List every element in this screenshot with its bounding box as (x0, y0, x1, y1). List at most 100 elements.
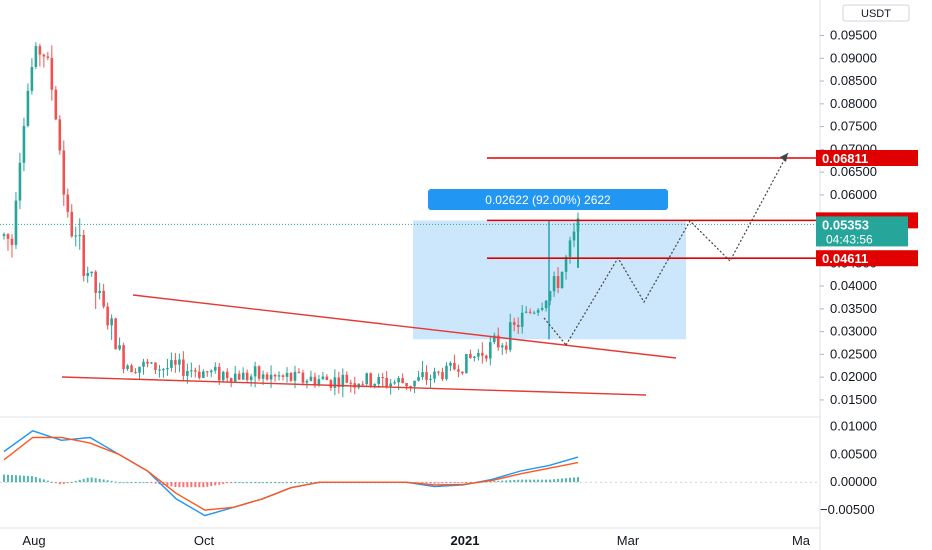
candle[interactable] (66, 188, 70, 218)
candle[interactable] (461, 371, 464, 376)
candle[interactable] (552, 271, 556, 297)
candle[interactable] (508, 313, 512, 353)
candle[interactable] (26, 83, 30, 128)
candle[interactable] (2, 232, 6, 240)
candle[interactable] (512, 317, 516, 332)
candle[interactable] (86, 266, 90, 283)
candle[interactable] (134, 368, 137, 374)
candle[interactable] (138, 366, 141, 380)
candle[interactable] (10, 234, 14, 258)
candle[interactable] (568, 236, 572, 264)
candle[interactable] (194, 367, 197, 378)
candle[interactable] (34, 42, 38, 69)
candle[interactable] (110, 314, 113, 340)
projected-path[interactable] (565, 152, 789, 346)
candle[interactable] (170, 352, 173, 372)
candle[interactable] (449, 361, 452, 371)
candle[interactable] (130, 363, 133, 373)
candle[interactable] (50, 45, 54, 101)
candle[interactable] (158, 365, 161, 378)
candle[interactable] (305, 378, 309, 389)
candle[interactable] (425, 365, 428, 386)
candle[interactable] (504, 341, 508, 354)
candle[interactable] (58, 115, 62, 155)
candle[interactable] (221, 370, 225, 383)
candle[interactable] (285, 367, 289, 383)
candle[interactable] (190, 362, 193, 378)
candle[interactable] (421, 360, 424, 380)
candle[interactable] (82, 229, 86, 282)
candle[interactable] (62, 140, 66, 206)
macd-pane[interactable] (0, 416, 820, 517)
candle[interactable] (417, 370, 420, 382)
candle[interactable] (385, 371, 388, 389)
candle[interactable] (309, 370, 313, 382)
candle[interactable] (106, 302, 109, 330)
candle[interactable] (6, 233, 10, 251)
candle[interactable] (150, 361, 153, 364)
candle[interactable] (548, 290, 552, 306)
candle[interactable] (345, 371, 349, 384)
candle[interactable] (30, 58, 34, 95)
candle[interactable] (536, 308, 540, 316)
candle[interactable] (142, 358, 145, 375)
candle[interactable] (22, 117, 26, 172)
candle[interactable] (496, 327, 500, 351)
candle[interactable] (174, 353, 177, 373)
candle[interactable] (405, 382, 408, 390)
candle[interactable] (544, 300, 548, 312)
candle[interactable] (198, 364, 201, 380)
candle[interactable] (74, 226, 78, 247)
candle[interactable] (277, 371, 281, 381)
candle[interactable] (564, 254, 568, 280)
candle[interactable] (524, 305, 528, 314)
candle[interactable] (46, 51, 50, 61)
candle[interactable] (118, 337, 121, 351)
candle[interactable] (257, 365, 261, 382)
candle[interactable] (78, 218, 82, 250)
candle[interactable] (146, 359, 149, 368)
candle[interactable] (205, 370, 209, 377)
candle[interactable] (429, 374, 432, 389)
candle[interactable] (325, 374, 329, 381)
candle[interactable] (477, 348, 480, 361)
candle[interactable] (437, 370, 440, 376)
candle[interactable] (516, 317, 520, 334)
candle[interactable] (90, 271, 93, 277)
candle[interactable] (409, 385, 412, 392)
candle[interactable] (241, 367, 245, 380)
candle[interactable] (102, 283, 105, 309)
candle[interactable] (485, 354, 488, 362)
candle[interactable] (301, 369, 305, 386)
candle[interactable] (182, 351, 185, 381)
candle[interactable] (162, 368, 165, 378)
candle[interactable] (572, 223, 576, 248)
candle[interactable] (225, 368, 229, 383)
candle[interactable] (337, 371, 341, 394)
candle[interactable] (401, 373, 404, 384)
candle[interactable] (365, 372, 369, 388)
candle[interactable] (281, 374, 285, 381)
upper-trendline[interactable] (132, 294, 677, 359)
candle[interactable] (556, 267, 560, 294)
candle[interactable] (245, 369, 249, 383)
candle[interactable] (393, 379, 396, 385)
candle[interactable] (178, 353, 181, 373)
candle[interactable] (94, 270, 97, 309)
candle[interactable] (289, 372, 293, 383)
candle[interactable] (540, 302, 544, 312)
candle[interactable] (377, 373, 380, 388)
candle[interactable] (321, 371, 325, 381)
candle[interactable] (297, 368, 301, 374)
candle[interactable] (237, 370, 241, 380)
candle[interactable] (18, 152, 22, 210)
candle[interactable] (213, 362, 217, 374)
candle[interactable] (98, 282, 101, 300)
candle[interactable] (202, 369, 205, 379)
candle[interactable] (154, 362, 157, 374)
candle[interactable] (500, 342, 504, 355)
time-axis[interactable]: Aug Oct 2021 Mar Ma (0, 527, 820, 548)
lower-trendline[interactable] (61, 376, 647, 396)
candle[interactable] (42, 53, 46, 68)
